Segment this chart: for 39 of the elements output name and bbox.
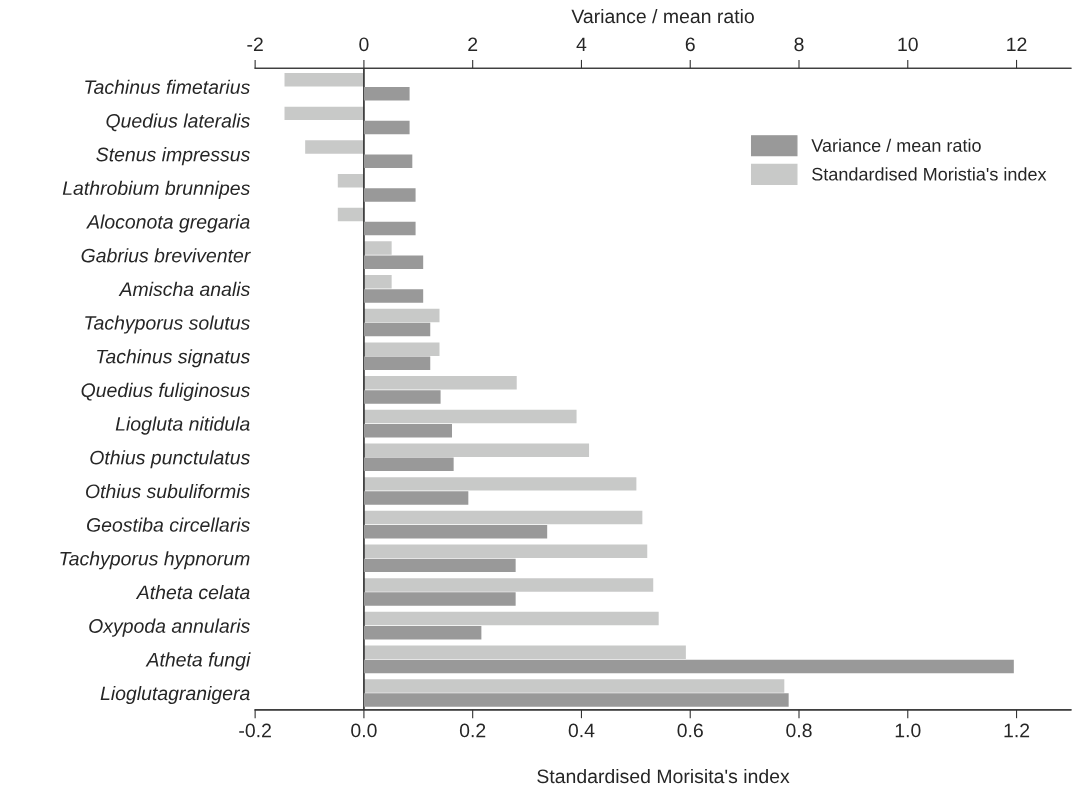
x-tick-label: -0.2: [239, 723, 271, 738]
x2-tick-label: 4: [576, 37, 587, 52]
x2-tick-label: 8: [794, 37, 804, 52]
y-tick-label: Tachyporus solutus: [85, 315, 250, 334]
x-axis-title: Standardised Morisita's index: [537, 768, 790, 784]
x-tick-label: 0.4: [568, 723, 595, 738]
y-tick-label: Tachyporus hypnorum: [60, 551, 250, 570]
x2-tick-label: 2: [468, 37, 478, 52]
y-tick-label: Gabrius breviventer: [81, 248, 251, 263]
y-tick-label: Atheta celata: [135, 584, 250, 600]
x2-tick-label: 10: [898, 37, 918, 52]
legend-label: Standardised Moristia's index: [812, 167, 1047, 181]
y-tick-label: Othius subuliformis: [86, 483, 250, 499]
y-tick-label: Atheta fungi: [145, 652, 251, 671]
y-tick-label: Tachinus fimetarius: [85, 79, 250, 95]
x-tick-label: 1.0: [895, 723, 921, 738]
y-tick-label: Tachinus signatus: [97, 349, 250, 368]
x-tick-label: 0.8: [786, 723, 812, 738]
x2-tick-label: 6: [685, 37, 695, 52]
y-tick-label: Quedius lateralis: [106, 113, 250, 132]
y-tick-label: Liogluta nitidula: [115, 416, 250, 435]
y-tick-label: Lioglutagranigera: [100, 685, 250, 705]
y-tick-label: Lathrobium brunnipes: [62, 180, 250, 199]
y-tick-label: Othius punctulatus: [90, 450, 250, 469]
x-tick-label: 0.0: [351, 723, 377, 738]
y-tick-label: Oxypoda annularis: [89, 618, 250, 637]
y-tick-label: Quedius fuliginosus: [81, 382, 250, 401]
y-tick-label: Aloconota gregaria: [86, 214, 250, 233]
x-tick-label: 1.2: [1004, 723, 1030, 738]
x2-axis-title: Variance / mean ratio: [571, 8, 754, 24]
x2-tick-label: -2: [247, 37, 263, 52]
legend-label: Variance / mean ratio: [811, 138, 981, 152]
x-tick-label: 0.2: [459, 723, 486, 738]
x2-tick-label: 0: [359, 37, 369, 52]
x-tick-label: 0.6: [677, 723, 703, 738]
y-tick-label: Geostiba circellaris: [86, 517, 250, 532]
y-tick-label: Stenus impressus: [96, 147, 250, 166]
y-tick-label: Amischa analis: [118, 281, 250, 297]
x2-tick-label: 12: [1007, 37, 1027, 52]
